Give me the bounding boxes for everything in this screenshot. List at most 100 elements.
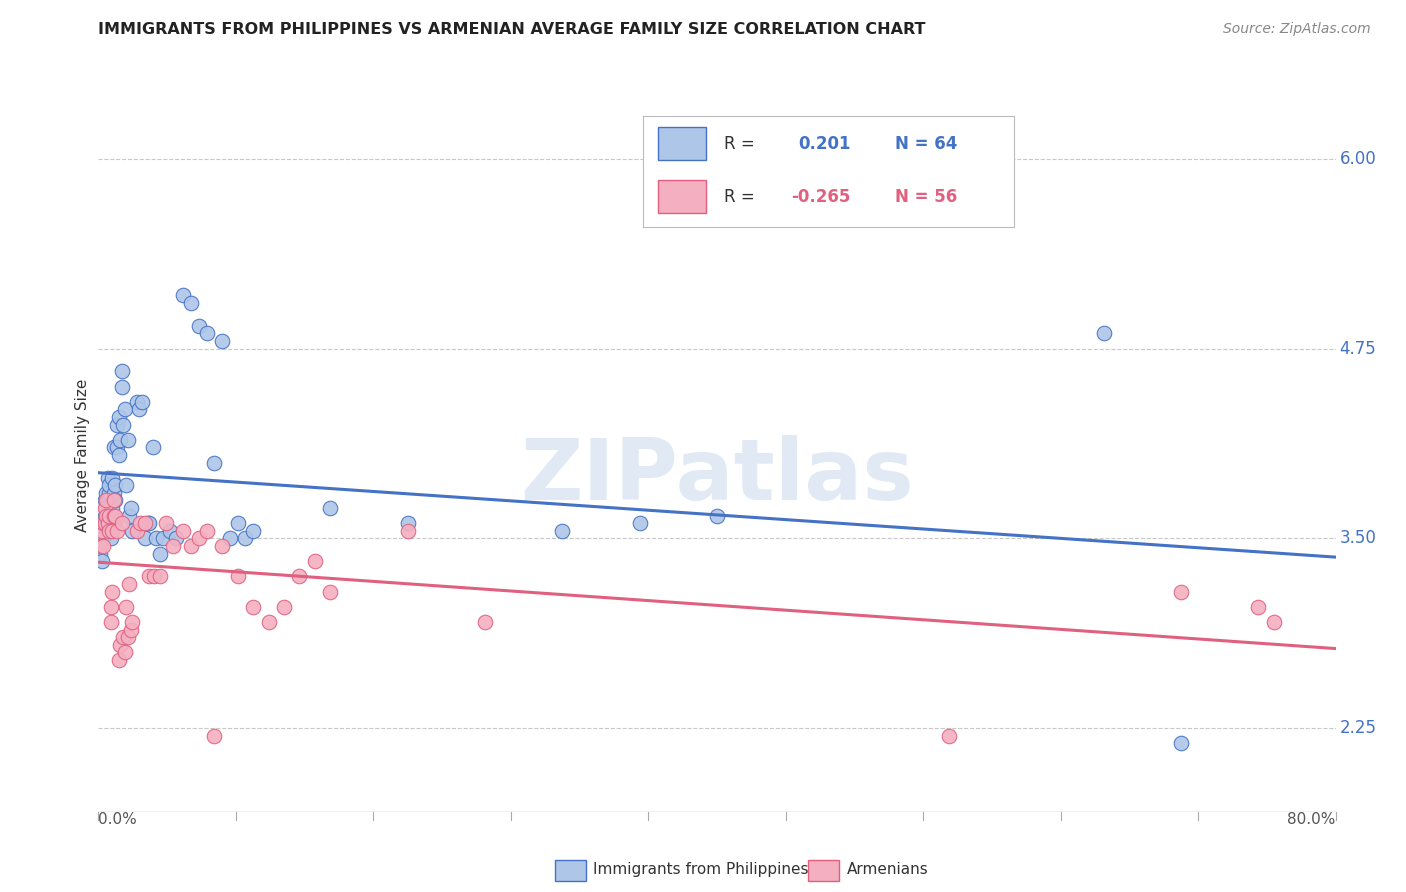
- Point: [204, 456, 226, 470]
- Point: [180, 296, 202, 310]
- Point: [100, 599, 122, 614]
- Text: 3.50: 3.50: [1340, 530, 1376, 548]
- Point: [91, 516, 114, 531]
- Point: [97, 516, 120, 531]
- Point: [97, 471, 120, 485]
- Point: [195, 326, 218, 341]
- Point: [118, 508, 141, 523]
- Text: 6.00: 6.00: [1340, 150, 1376, 168]
- Bar: [658, 127, 706, 161]
- Point: [101, 501, 124, 516]
- Point: [288, 569, 311, 583]
- Text: R =: R =: [724, 187, 755, 206]
- Point: [91, 539, 114, 553]
- Point: [127, 524, 149, 538]
- Point: [93, 516, 115, 531]
- Point: [273, 599, 295, 614]
- Point: [103, 493, 125, 508]
- Point: [159, 524, 181, 538]
- Point: [188, 532, 211, 546]
- Point: [105, 524, 128, 538]
- Point: [93, 508, 115, 523]
- Point: [100, 532, 122, 546]
- Point: [101, 524, 124, 538]
- Text: IMMIGRANTS FROM PHILIPPINES VS ARMENIAN AVERAGE FAMILY SIZE CORRELATION CHART: IMMIGRANTS FROM PHILIPPINES VS ARMENIAN …: [98, 22, 927, 37]
- Point: [105, 440, 128, 454]
- Point: [141, 440, 165, 454]
- Point: [121, 524, 143, 538]
- Point: [117, 433, 139, 447]
- Point: [304, 554, 326, 568]
- Point: [103, 516, 125, 531]
- Text: N = 64: N = 64: [896, 135, 957, 153]
- Point: [1247, 599, 1270, 614]
- Text: Source: ZipAtlas.com: Source: ZipAtlas.com: [1223, 22, 1371, 37]
- Point: [98, 486, 121, 500]
- Text: 80.0%: 80.0%: [1288, 812, 1336, 827]
- Point: [111, 379, 132, 393]
- Text: 2.25: 2.25: [1340, 719, 1376, 737]
- Point: [226, 569, 249, 583]
- Point: [96, 486, 118, 500]
- Point: [211, 539, 233, 553]
- Point: [100, 615, 122, 629]
- Point: [104, 508, 127, 523]
- Point: [396, 524, 419, 538]
- Point: [1170, 584, 1192, 599]
- Text: 0.201: 0.201: [799, 135, 851, 153]
- Point: [129, 516, 152, 531]
- Point: [96, 508, 118, 523]
- Point: [97, 493, 120, 508]
- Point: [107, 448, 129, 462]
- Point: [1092, 326, 1115, 341]
- Point: [257, 615, 280, 629]
- Text: 0.0%: 0.0%: [98, 812, 138, 827]
- Point: [114, 402, 136, 417]
- Point: [149, 569, 172, 583]
- Point: [165, 532, 187, 546]
- Point: [138, 569, 160, 583]
- Point: [91, 516, 114, 531]
- Point: [149, 547, 172, 561]
- Point: [107, 409, 129, 424]
- Point: [93, 493, 115, 508]
- Text: 4.75: 4.75: [1340, 340, 1376, 358]
- Point: [104, 493, 127, 508]
- Point: [219, 532, 242, 546]
- Point: [211, 334, 233, 348]
- Point: [131, 394, 153, 409]
- Point: [172, 288, 194, 302]
- Point: [103, 440, 125, 454]
- Point: [105, 417, 128, 432]
- Point: [112, 630, 135, 644]
- Point: [101, 471, 124, 485]
- Point: [938, 729, 960, 743]
- Point: [551, 524, 574, 538]
- Point: [117, 630, 139, 644]
- Point: [1263, 615, 1285, 629]
- Point: [155, 516, 177, 531]
- Point: [319, 584, 342, 599]
- Point: [1170, 736, 1192, 750]
- Point: [396, 516, 419, 531]
- Point: [104, 478, 127, 492]
- Point: [152, 532, 174, 546]
- Point: [114, 645, 136, 659]
- Point: [242, 599, 264, 614]
- Point: [188, 318, 211, 333]
- Point: [111, 364, 132, 378]
- Point: [118, 577, 141, 591]
- Point: [111, 516, 132, 531]
- Point: [128, 402, 150, 417]
- Point: [100, 508, 122, 523]
- Point: [127, 394, 149, 409]
- Point: [103, 508, 125, 523]
- Point: [103, 486, 125, 500]
- Point: [115, 478, 138, 492]
- Point: [145, 532, 167, 546]
- Point: [706, 508, 728, 523]
- Point: [112, 417, 135, 432]
- Point: [180, 539, 202, 553]
- Point: [98, 508, 121, 523]
- Y-axis label: Average Family Size: Average Family Size: [75, 378, 90, 532]
